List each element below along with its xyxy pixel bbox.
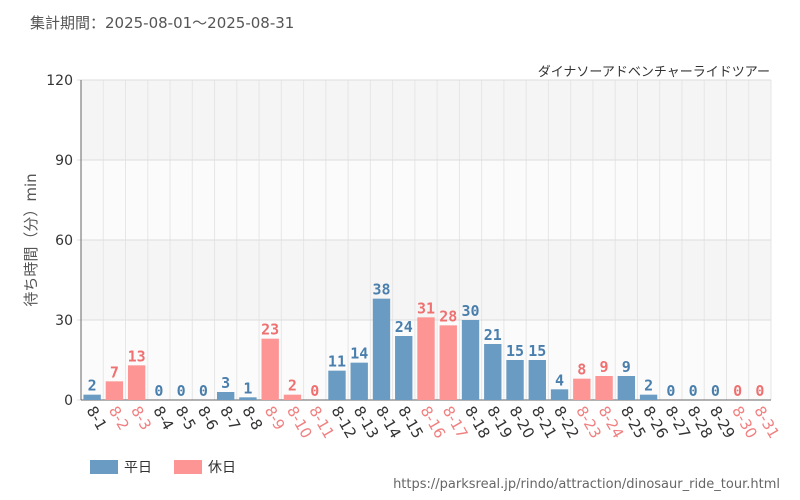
x-tick-label-8-5: 8-5 [172, 403, 200, 433]
bar-8-1 [83, 394, 101, 400]
value-label-8-23: 8 [577, 361, 586, 379]
value-label-8-19: 21 [484, 326, 502, 344]
value-label-8-8: 1 [243, 379, 252, 397]
bar-8-7 [216, 392, 235, 400]
bar-8-23 [573, 378, 591, 400]
x-tick-label-8-3: 8-3 [127, 403, 155, 433]
value-label-8-18: 30 [461, 302, 479, 320]
bar-8-17 [439, 325, 457, 400]
bar-8-16 [417, 317, 435, 400]
bar-8-20 [506, 360, 524, 400]
value-label-8-2: 7 [110, 363, 119, 381]
value-label-8-3: 13 [128, 347, 146, 365]
value-label-8-16: 31 [417, 299, 435, 317]
legend-swatch-weekday [90, 460, 118, 474]
value-label-8-9: 23 [261, 321, 279, 339]
y-tick-label: 30 [55, 313, 73, 329]
bar-8-26 [639, 394, 658, 400]
value-label-8-29: 0 [711, 382, 720, 400]
value-label-8-13: 14 [350, 345, 368, 363]
value-label-8-6: 0 [199, 382, 208, 400]
bar-8-24 [595, 376, 613, 400]
x-tick-label-8-6: 8-6 [194, 403, 222, 433]
y-tick-label: 60 [55, 233, 73, 249]
legend-item-weekday[interactable]: 平日 [90, 457, 152, 477]
plot-band [81, 240, 771, 320]
bar-8-9 [261, 338, 279, 400]
plot-band [81, 80, 771, 160]
value-label-8-11: 0 [310, 382, 319, 400]
legend-swatch-holiday [174, 460, 202, 474]
bar-8-2 [105, 381, 124, 400]
y-tick-label: 120 [46, 73, 73, 89]
period-label: 集計期間：2025-08-01～2025-08-31 [30, 14, 295, 32]
x-tick-label-8-8: 8-8 [238, 403, 266, 433]
y-tick-label: 0 [64, 393, 73, 409]
bar-8-21 [528, 360, 546, 400]
bar-8-13 [350, 362, 368, 400]
x-tick-label-8-9: 8-9 [261, 403, 289, 433]
legend-item-holiday[interactable]: 休日 [174, 457, 236, 477]
value-label-8-1: 2 [88, 377, 97, 395]
source-url[interactable]: https://parksreal.jp/rindo/attraction/di… [393, 477, 780, 492]
value-label-8-24: 9 [600, 358, 609, 376]
x-tick-label-8-1: 8-1 [83, 403, 111, 433]
bar-8-10 [283, 394, 302, 400]
bar-8-8 [239, 397, 257, 400]
value-label-8-5: 0 [177, 382, 186, 400]
legend-label-weekday: 平日 [124, 460, 152, 476]
value-label-8-14: 38 [372, 281, 390, 299]
legend: 平日 休日 [90, 457, 236, 477]
bar-8-14 [372, 298, 391, 400]
value-label-8-12: 11 [328, 353, 346, 371]
bar-8-3 [127, 365, 146, 400]
bar-8-18 [461, 320, 480, 400]
bar-8-22 [550, 389, 569, 400]
value-label-8-27: 0 [666, 382, 675, 400]
y-axis-label: 待ち時間（分）min [22, 173, 40, 306]
value-label-8-21: 15 [528, 342, 546, 360]
bar-8-25 [617, 376, 636, 400]
value-label-8-30: 0 [733, 382, 742, 400]
plot-band [81, 160, 771, 240]
bar-8-15 [395, 336, 413, 400]
x-tick-label-8-4: 8-4 [149, 403, 177, 433]
value-label-8-17: 28 [439, 307, 457, 325]
value-label-8-10: 2 [288, 377, 297, 395]
bar-8-12 [328, 370, 346, 400]
value-label-8-28: 0 [689, 382, 698, 400]
value-label-8-26: 2 [644, 377, 653, 395]
value-label-8-22: 4 [555, 371, 564, 389]
value-label-8-31: 0 [755, 382, 764, 400]
chart-title: ダイナソーアドベンチャーライドツアー [537, 65, 770, 80]
x-tick-label-8-2: 8-2 [105, 403, 133, 433]
value-label-8-4: 0 [154, 382, 163, 400]
value-label-8-20: 15 [506, 342, 524, 360]
y-tick-label: 90 [55, 153, 73, 169]
x-tick-label-8-7: 8-7 [216, 403, 244, 433]
value-label-8-25: 9 [622, 358, 631, 376]
value-label-8-7: 3 [221, 374, 230, 392]
legend-label-holiday: 休日 [208, 460, 236, 476]
bar-8-19 [484, 344, 502, 400]
value-label-8-15: 24 [395, 318, 413, 336]
